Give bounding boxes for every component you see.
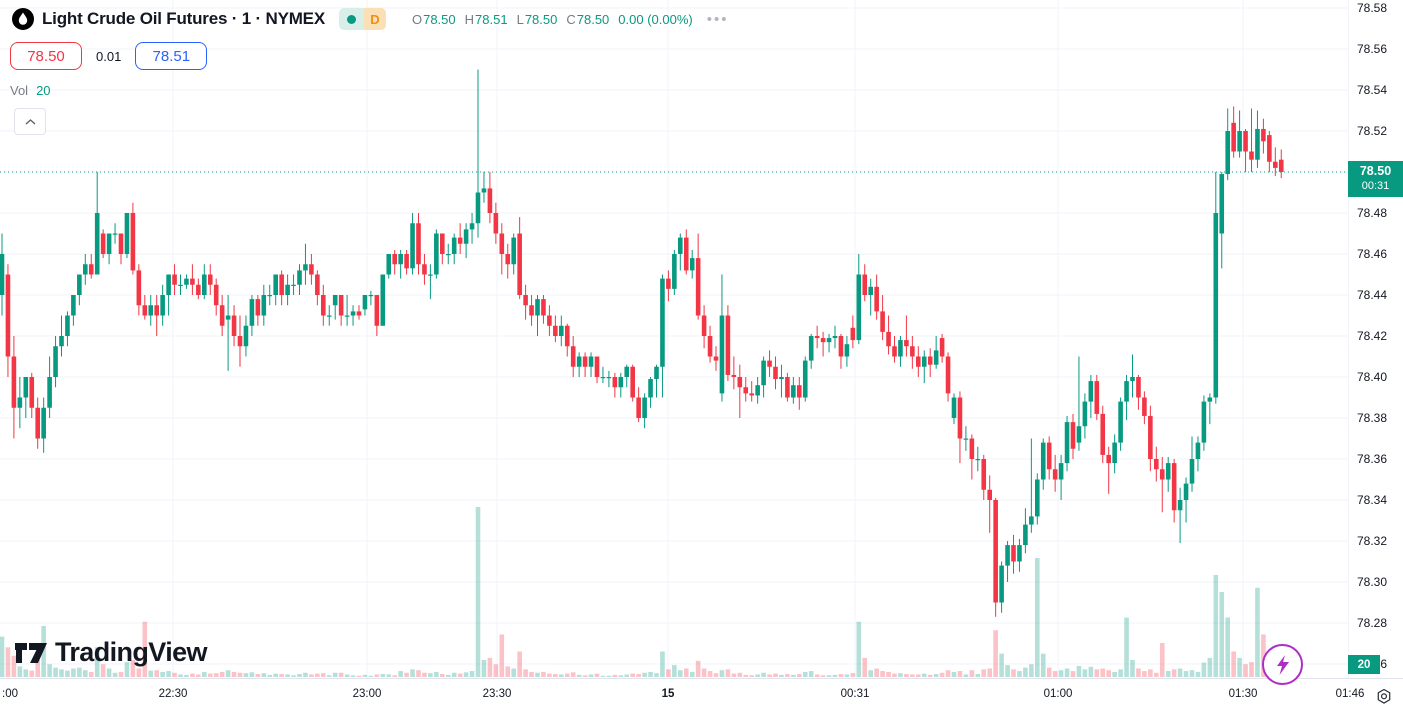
time-axis-label: 01:00: [1043, 688, 1073, 700]
price-axis-label: 78.30: [1357, 575, 1388, 589]
ohlc-readout: O 78.50 H 78.51 L 78.50 C 78.50 0.00 (0.00%): [412, 12, 693, 27]
close-label: C: [566, 11, 576, 27]
last-volume-badge: 20: [1348, 655, 1380, 674]
price-axis-label: 78.48: [1357, 206, 1388, 220]
low-value: 78.50: [524, 11, 558, 27]
volume-value: 20: [36, 83, 51, 98]
more-options-icon[interactable]: •••: [706, 10, 729, 28]
tradingview-logo-text: TradingView: [55, 637, 208, 667]
high-value: 78.51: [475, 11, 508, 27]
price-axis-label: 78.58: [1357, 1, 1388, 15]
price-axis-label: 78.34: [1357, 493, 1388, 507]
change-value: 0.00 (0.00%): [618, 11, 693, 27]
price-axis-label: 78.44: [1357, 288, 1388, 302]
time-axis-label: 00:31: [840, 688, 870, 700]
market-open-dot-icon: [338, 8, 364, 30]
time-axis-label: 23:30: [482, 688, 512, 700]
price-axis-label: 78.42: [1357, 329, 1388, 343]
gear-icon: [1377, 688, 1391, 704]
time-axis-label: 23:00: [352, 688, 382, 700]
low-label: L: [516, 11, 524, 27]
candlestick-chart-canvas[interactable]: [0, 0, 1348, 678]
time-axis-label: :00: [2, 688, 18, 700]
open-value: 78.50: [423, 11, 456, 27]
volume-label: Vol: [10, 83, 29, 98]
time-axis-label: 15: [661, 688, 675, 700]
price-axis-label: 78.40: [1357, 370, 1388, 384]
price-axis[interactable]: 78.58 78.56 78.54 78.52 78.50 78.48 78.46 78.44…: [1348, 0, 1403, 678]
last-price-badge: 78.50 00:31: [1348, 161, 1403, 197]
lightning-bolt-icon: [1276, 654, 1289, 675]
buy-ask-button[interactable]: 78.51: [135, 42, 208, 70]
price-axis-label: 78.38: [1357, 411, 1388, 425]
price-axis-label: 78.56: [1357, 42, 1388, 56]
bar-countdown: 00:31: [1361, 179, 1390, 192]
tradingview-logo[interactable]: TradingView: [14, 637, 208, 668]
time-axis-label: 01:46: [1335, 688, 1365, 700]
close-value: 78.50: [576, 11, 610, 27]
price-axis-label: 78.46: [1357, 247, 1388, 261]
market-status-pill[interactable]: D: [338, 8, 386, 30]
symbol-logo-oil-drop-icon: [12, 8, 34, 30]
open-label: O: [411, 11, 423, 27]
chevron-up-icon: [25, 118, 35, 125]
spread-value: 0.01: [96, 48, 122, 64]
price-axis-label: 78.54: [1357, 83, 1388, 97]
price-axis-label: 78.36: [1357, 452, 1388, 466]
volume-legend: Vol 20: [10, 83, 51, 98]
high-label: H: [464, 11, 475, 27]
price-axis-label: 78.28: [1357, 616, 1388, 630]
last-price-value: 78.50: [1359, 164, 1392, 179]
time-axis-label: 01:30: [1228, 688, 1258, 700]
collapse-legend-button[interactable]: [14, 108, 46, 135]
tradingview-mark-icon: [15, 642, 47, 663]
price-axis-label: 78.32: [1357, 534, 1388, 548]
instant-order-button[interactable]: [1262, 644, 1303, 685]
time-axis[interactable]: :00 22:30 23:00 23:30 15 00:31 01:00 01:30 01:46: [0, 678, 1403, 714]
price-axis-label: 78.52: [1357, 124, 1388, 138]
bid-ask-row: 78.50 0.01 78.51: [10, 42, 208, 70]
symbol-title[interactable]: Light Crude Oil Futures · 1 · NYMEX: [42, 9, 325, 28]
delayed-data-badge[interactable]: D: [363, 8, 386, 30]
time-axis-label: 22:30: [158, 688, 188, 700]
axis-settings-button[interactable]: [1372, 685, 1396, 709]
sell-bid-button[interactable]: 78.50: [10, 42, 82, 70]
